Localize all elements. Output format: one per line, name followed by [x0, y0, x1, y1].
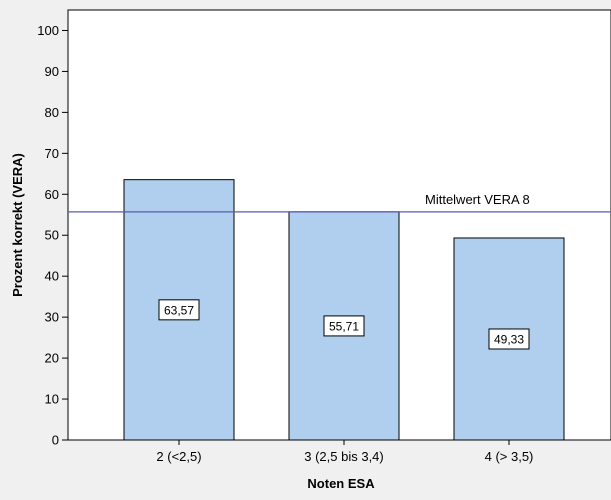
x-axis-title: Noten ESA: [307, 476, 375, 491]
x-tick-label: 4 (> 3,5): [485, 449, 534, 464]
y-tick-label: 40: [45, 269, 59, 284]
y-tick-label: 90: [45, 64, 59, 79]
data-label-box: [488, 328, 530, 350]
reference-line-group: Mittelwert VERA 8: [68, 192, 611, 213]
data-label-box: [323, 315, 365, 337]
bars: 63,57 55,71 49,33: [123, 179, 565, 441]
data-label: 55,71: [329, 319, 359, 333]
y-tick-label: 20: [45, 351, 59, 366]
y-tick-label: 30: [45, 310, 59, 325]
data-label: 63,57: [164, 303, 194, 317]
y-tick-label: 50: [45, 228, 59, 243]
y-tick-label: 80: [45, 105, 59, 120]
y-tick-label: 70: [45, 146, 59, 161]
x-tick-label: 2 (<2,5): [156, 449, 201, 464]
x-axis: 2 (<2,5) 3 (2,5 bis 3,4) 4 (> 3,5): [156, 440, 533, 464]
y-axis-title: Prozent korrekt (VERA): [10, 153, 25, 297]
reference-line-label: Mittelwert VERA 8: [425, 192, 530, 207]
x-tick-label: 3 (2,5 bis 3,4): [304, 449, 384, 464]
data-label: 49,33: [494, 332, 524, 346]
data-label-box: [158, 299, 200, 321]
y-axis: 0 10 20 30 40 50 60 70 80 90 100: [37, 23, 68, 448]
y-tick-label: 10: [45, 392, 59, 407]
y-tick-label: 60: [45, 187, 59, 202]
y-tick-label: 100: [37, 23, 59, 38]
y-tick-label: 0: [52, 433, 59, 448]
